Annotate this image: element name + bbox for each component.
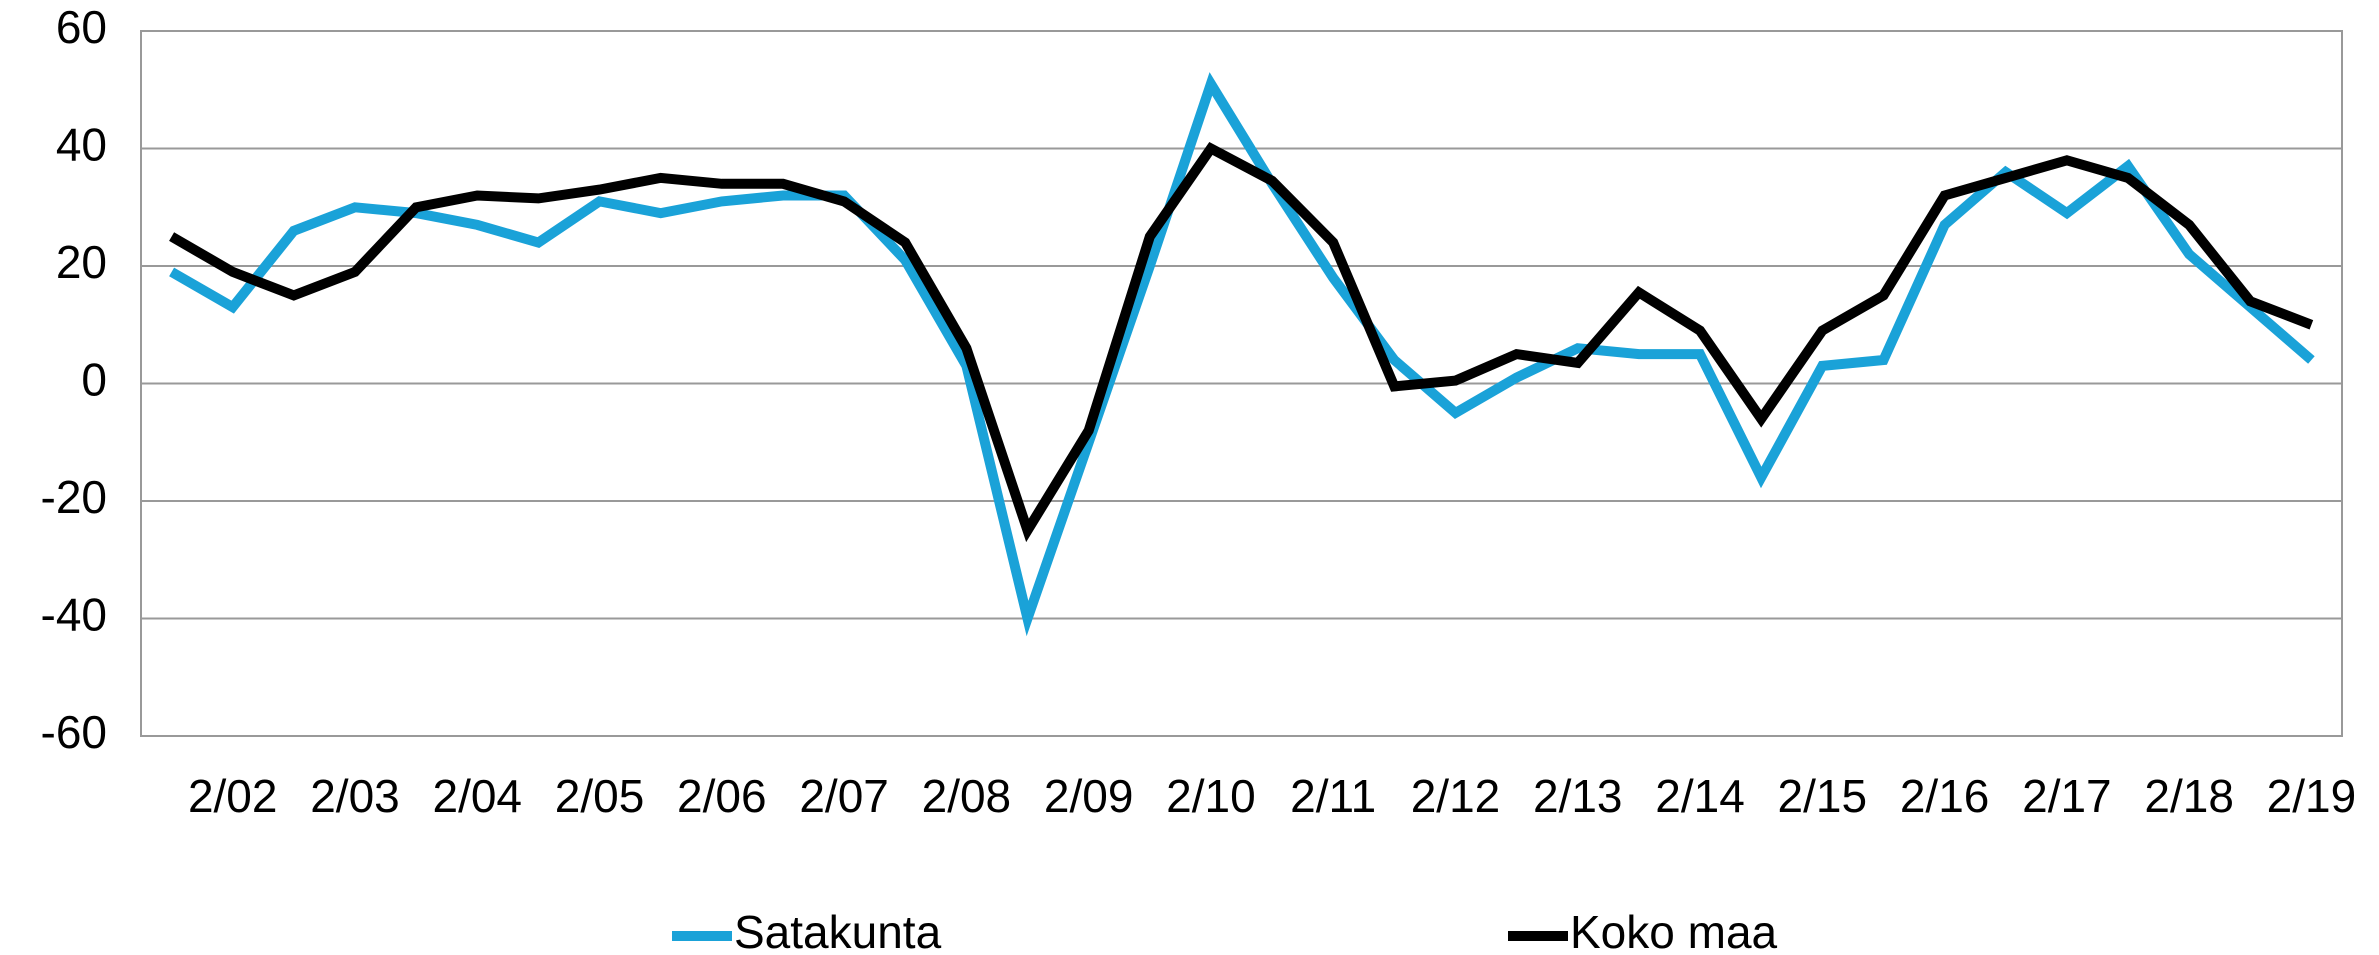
x-tick-label: 2/13: [1533, 770, 1623, 822]
x-tick-label: 2/12: [1411, 770, 1501, 822]
x-tick-label: 2/19: [2267, 770, 2357, 822]
y-tick-label: 40: [56, 119, 107, 171]
plot-border: [140, 30, 2343, 737]
x-tick-label: 2/14: [1655, 770, 1745, 822]
y-tick-label: -40: [41, 589, 107, 641]
y-tick-label: -20: [41, 471, 107, 523]
y-tick-label: 0: [81, 354, 107, 406]
x-tick-label: 2/07: [799, 770, 889, 822]
x-tick-label: 2/11: [1290, 770, 1376, 822]
x-tick-label: 2/04: [432, 770, 522, 822]
series-line: [169, 72, 2315, 637]
x-tick-label: 2/16: [1900, 770, 1990, 822]
legend-label: Koko maa: [1570, 906, 1778, 955]
x-tick-label: 2/06: [677, 770, 767, 822]
x-tick-label: 2/03: [310, 770, 400, 822]
x-tick-label: 2/17: [2022, 770, 2112, 822]
y-tick-label: 60: [56, 1, 107, 53]
x-tick-label: 2/18: [2144, 770, 2234, 822]
series-line: [169, 142, 2314, 543]
y-tick-label: 20: [56, 236, 107, 288]
x-tick-label: 2/02: [188, 770, 278, 822]
x-tick-label: 2/10: [1166, 770, 1256, 822]
x-tick-label: 2/09: [1044, 770, 1134, 822]
x-tick-label: 2/08: [922, 770, 1012, 822]
legend-label: Satakunta: [734, 906, 942, 955]
x-tick-label: 2/05: [555, 770, 645, 822]
y-tick-label: -60: [41, 706, 107, 758]
x-tick-label: 2/15: [1778, 770, 1868, 822]
